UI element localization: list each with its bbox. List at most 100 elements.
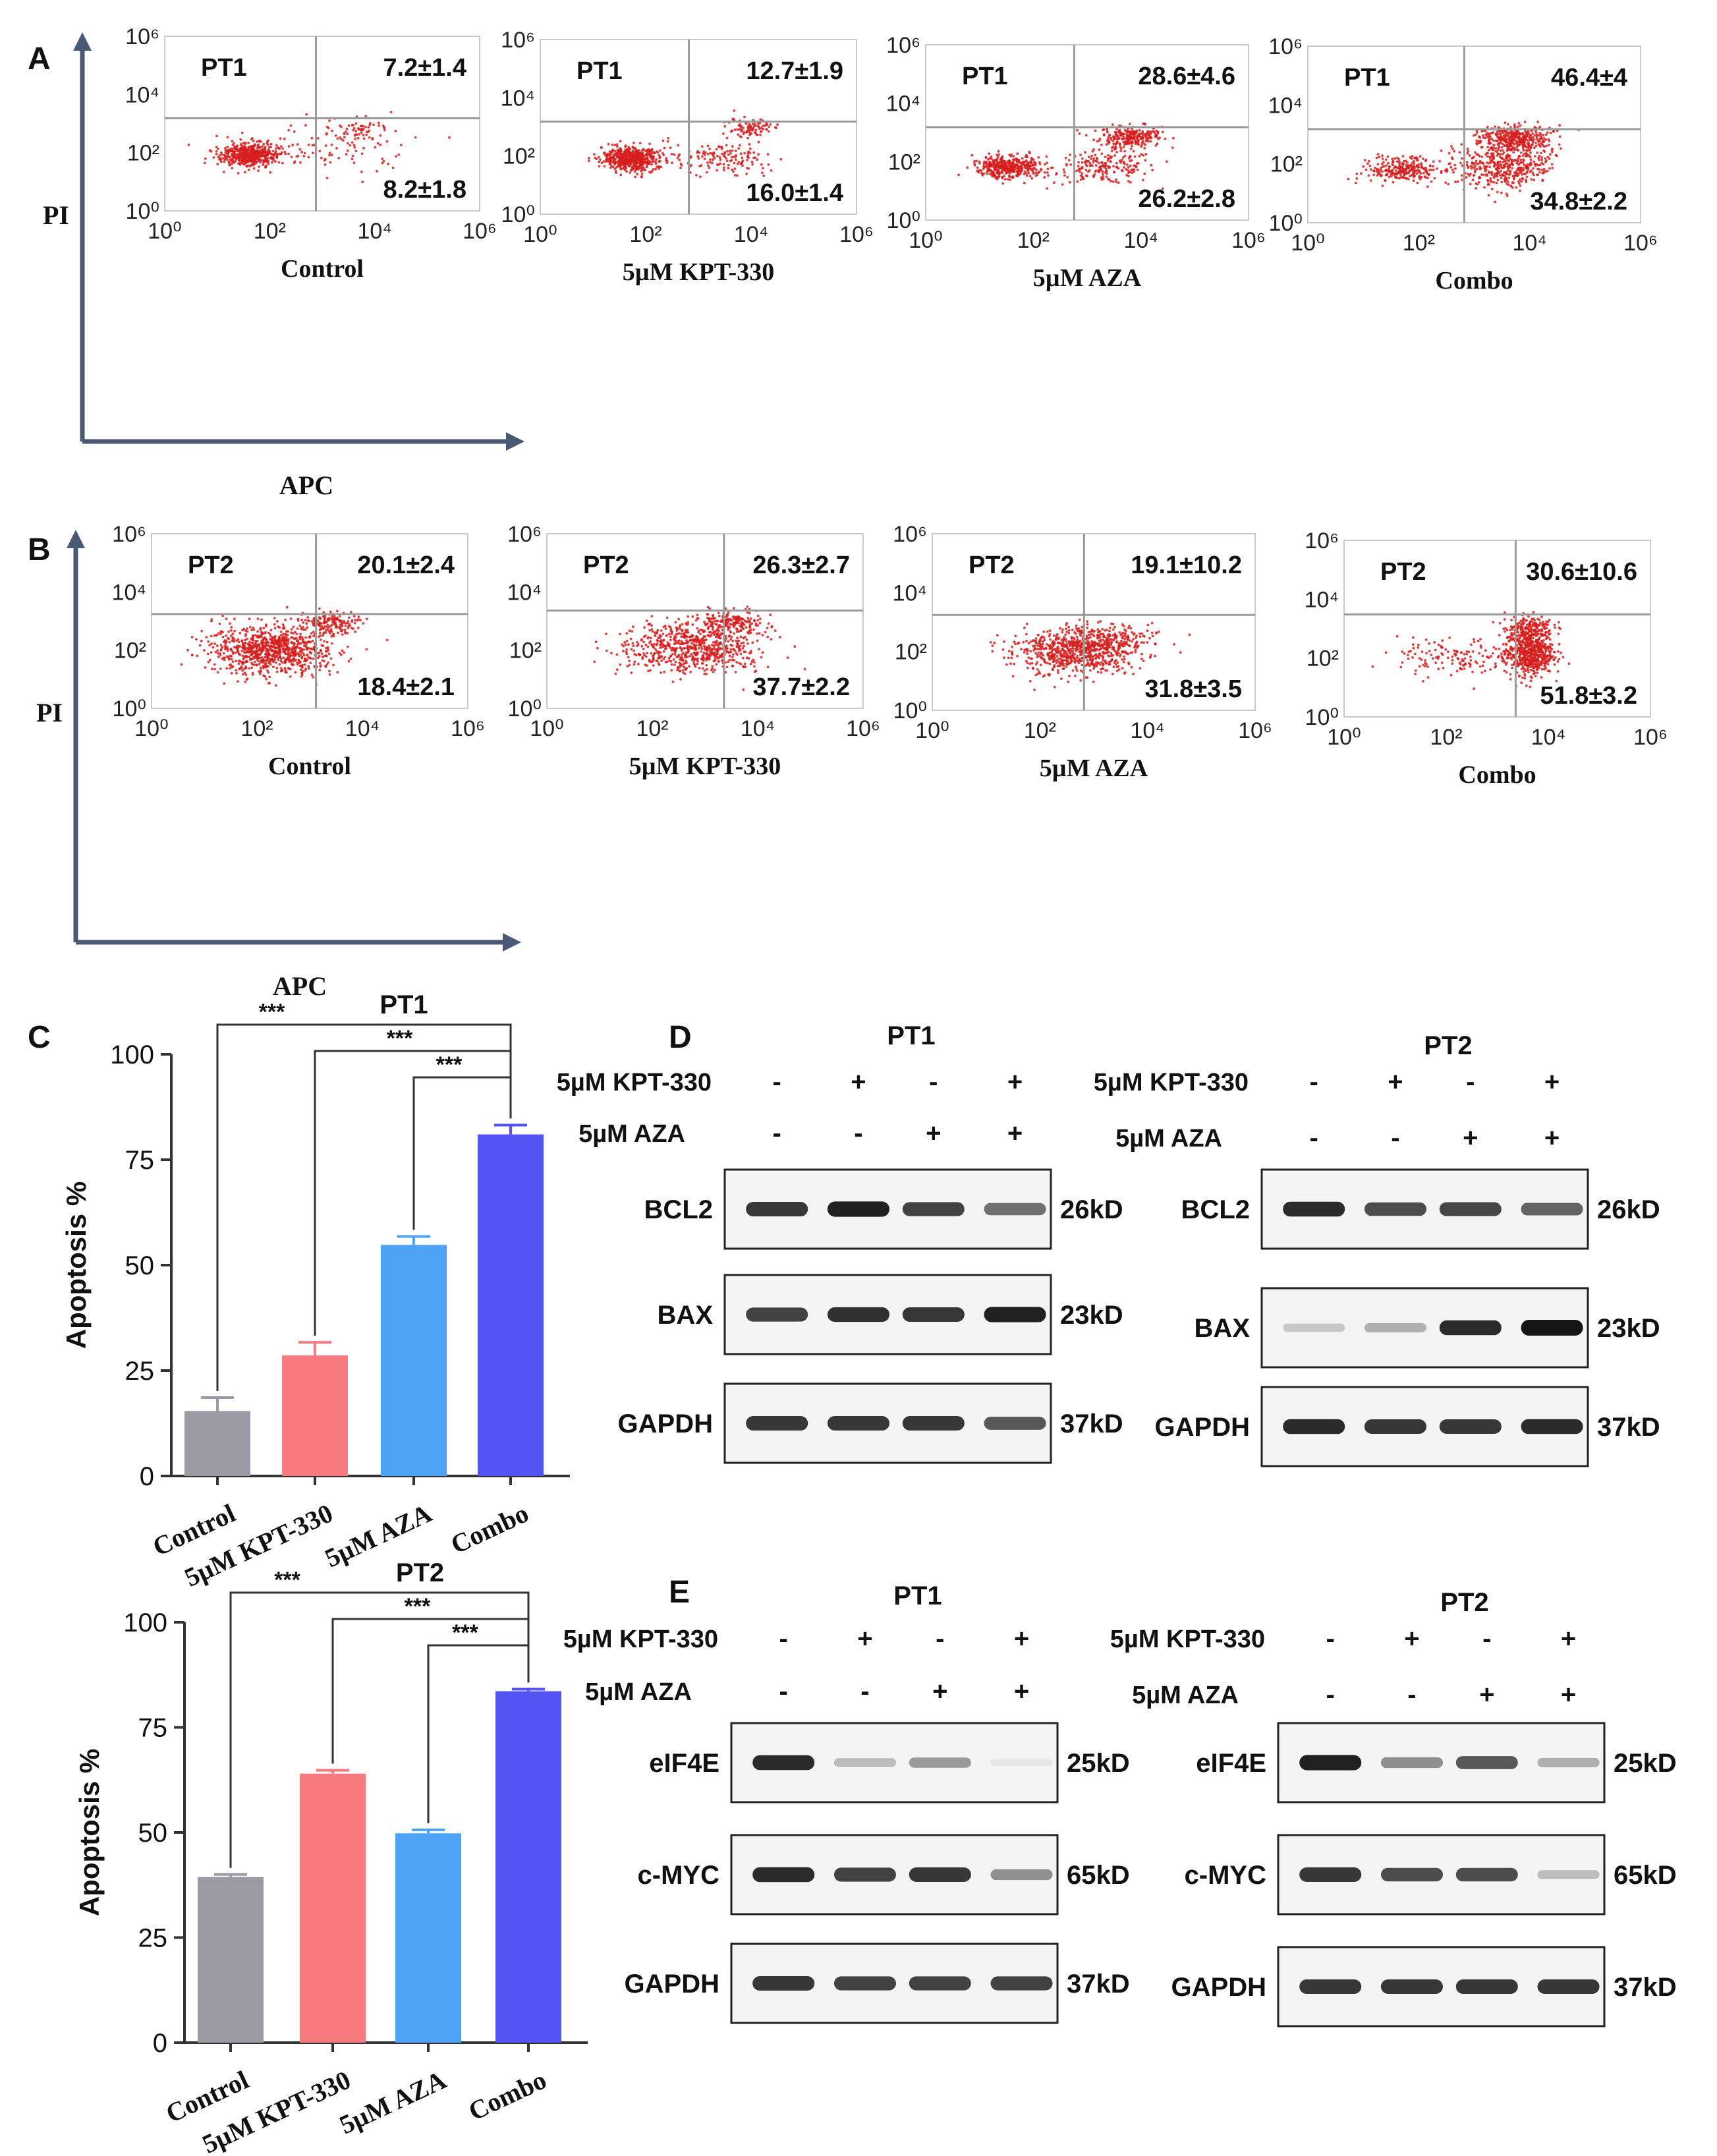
event-dot bbox=[294, 671, 297, 674]
event-dot bbox=[1533, 146, 1536, 150]
event-dot bbox=[1144, 159, 1147, 162]
event-dot bbox=[362, 137, 366, 140]
event-dot bbox=[237, 156, 239, 159]
event-dot bbox=[743, 650, 746, 654]
event-dot bbox=[246, 152, 249, 155]
event-dot bbox=[667, 136, 670, 140]
event-dot bbox=[274, 684, 277, 687]
event-dot bbox=[324, 625, 326, 628]
event-dot bbox=[264, 649, 267, 652]
event-dot bbox=[1552, 130, 1556, 133]
event-dot bbox=[1081, 172, 1084, 175]
event-dot bbox=[219, 630, 223, 633]
event-dot bbox=[371, 137, 374, 140]
event-dot bbox=[994, 167, 997, 171]
event-dot bbox=[217, 632, 220, 635]
event-dot bbox=[1096, 140, 1099, 143]
event-dot bbox=[1401, 155, 1405, 158]
event-dot bbox=[379, 134, 382, 137]
event-dot bbox=[1500, 156, 1504, 159]
event-dot bbox=[1381, 184, 1384, 187]
event-dot bbox=[680, 164, 683, 167]
event-dot bbox=[1539, 152, 1542, 155]
event-dot bbox=[261, 642, 264, 645]
event-dot bbox=[1034, 171, 1038, 175]
event-dot bbox=[1507, 183, 1510, 186]
event-dot bbox=[741, 646, 745, 650]
event-dot bbox=[1498, 129, 1500, 132]
event-dot bbox=[627, 146, 631, 149]
event-dot bbox=[677, 639, 681, 642]
event-dot bbox=[679, 678, 682, 681]
event-dot bbox=[1531, 141, 1534, 144]
event-dot bbox=[1387, 161, 1390, 165]
event-dot bbox=[610, 164, 613, 167]
event-dot bbox=[244, 159, 247, 163]
event-dot bbox=[1492, 139, 1495, 142]
event-dot bbox=[1430, 180, 1433, 183]
event-dot bbox=[324, 163, 327, 166]
event-dot bbox=[1148, 133, 1151, 136]
event-dot bbox=[733, 167, 737, 170]
event-dot bbox=[302, 621, 304, 624]
event-dot bbox=[264, 662, 267, 666]
event-dot bbox=[697, 157, 700, 160]
event-dot bbox=[1472, 156, 1475, 159]
event-dot bbox=[322, 655, 324, 658]
event-dot bbox=[667, 633, 671, 636]
event-dot bbox=[1524, 130, 1527, 132]
event-dot bbox=[264, 641, 266, 644]
event-dot bbox=[354, 122, 358, 125]
event-dot bbox=[615, 152, 618, 155]
event-dot bbox=[1510, 148, 1513, 152]
event-dot bbox=[341, 649, 344, 652]
event-dot bbox=[633, 146, 636, 150]
event-dot bbox=[236, 153, 239, 156]
event-dot bbox=[687, 615, 689, 618]
x-tick-label: 10⁴ bbox=[1512, 231, 1546, 256]
event-dot bbox=[1544, 159, 1548, 162]
x-tick-label: 10⁶ bbox=[451, 716, 485, 741]
event-dot bbox=[210, 635, 213, 638]
event-dot bbox=[1098, 137, 1102, 140]
event-dot bbox=[1047, 174, 1050, 177]
event-dot bbox=[644, 169, 646, 171]
event-dot bbox=[1490, 171, 1493, 174]
event-dot bbox=[260, 159, 264, 162]
event-dot bbox=[248, 154, 251, 157]
event-dot bbox=[1080, 167, 1083, 170]
event-dot bbox=[298, 148, 302, 151]
event-dot bbox=[248, 658, 252, 661]
event-dot bbox=[1104, 171, 1107, 174]
event-dot bbox=[302, 669, 304, 673]
event-dot bbox=[1503, 178, 1506, 181]
event-dot bbox=[1088, 161, 1091, 165]
event-dot bbox=[1004, 163, 1007, 166]
event-dot bbox=[281, 623, 285, 626]
event-dot bbox=[310, 632, 313, 635]
event-dot bbox=[700, 650, 703, 653]
event-dot bbox=[1081, 161, 1084, 164]
event-dot bbox=[1506, 148, 1509, 152]
event-dot bbox=[290, 660, 293, 663]
event-dot bbox=[715, 148, 718, 151]
event-dot bbox=[1097, 170, 1100, 173]
event-dot bbox=[275, 670, 279, 673]
event-dot bbox=[286, 658, 289, 661]
x-tick-label: 10⁴ bbox=[345, 716, 380, 741]
event-dot bbox=[674, 621, 677, 624]
event-dot bbox=[391, 166, 395, 169]
event-dot bbox=[333, 619, 336, 622]
treatment-label: 5µM KPT-330 bbox=[623, 258, 775, 286]
event-dot bbox=[337, 631, 339, 635]
event-dot bbox=[1477, 181, 1480, 184]
event-dot bbox=[650, 163, 653, 166]
event-dot bbox=[331, 129, 333, 132]
event-dot bbox=[1086, 175, 1088, 178]
event-dot bbox=[263, 160, 266, 163]
event-dot bbox=[735, 652, 738, 654]
event-dot bbox=[281, 661, 284, 664]
event-dot bbox=[1481, 161, 1484, 165]
event-dot bbox=[625, 167, 628, 170]
